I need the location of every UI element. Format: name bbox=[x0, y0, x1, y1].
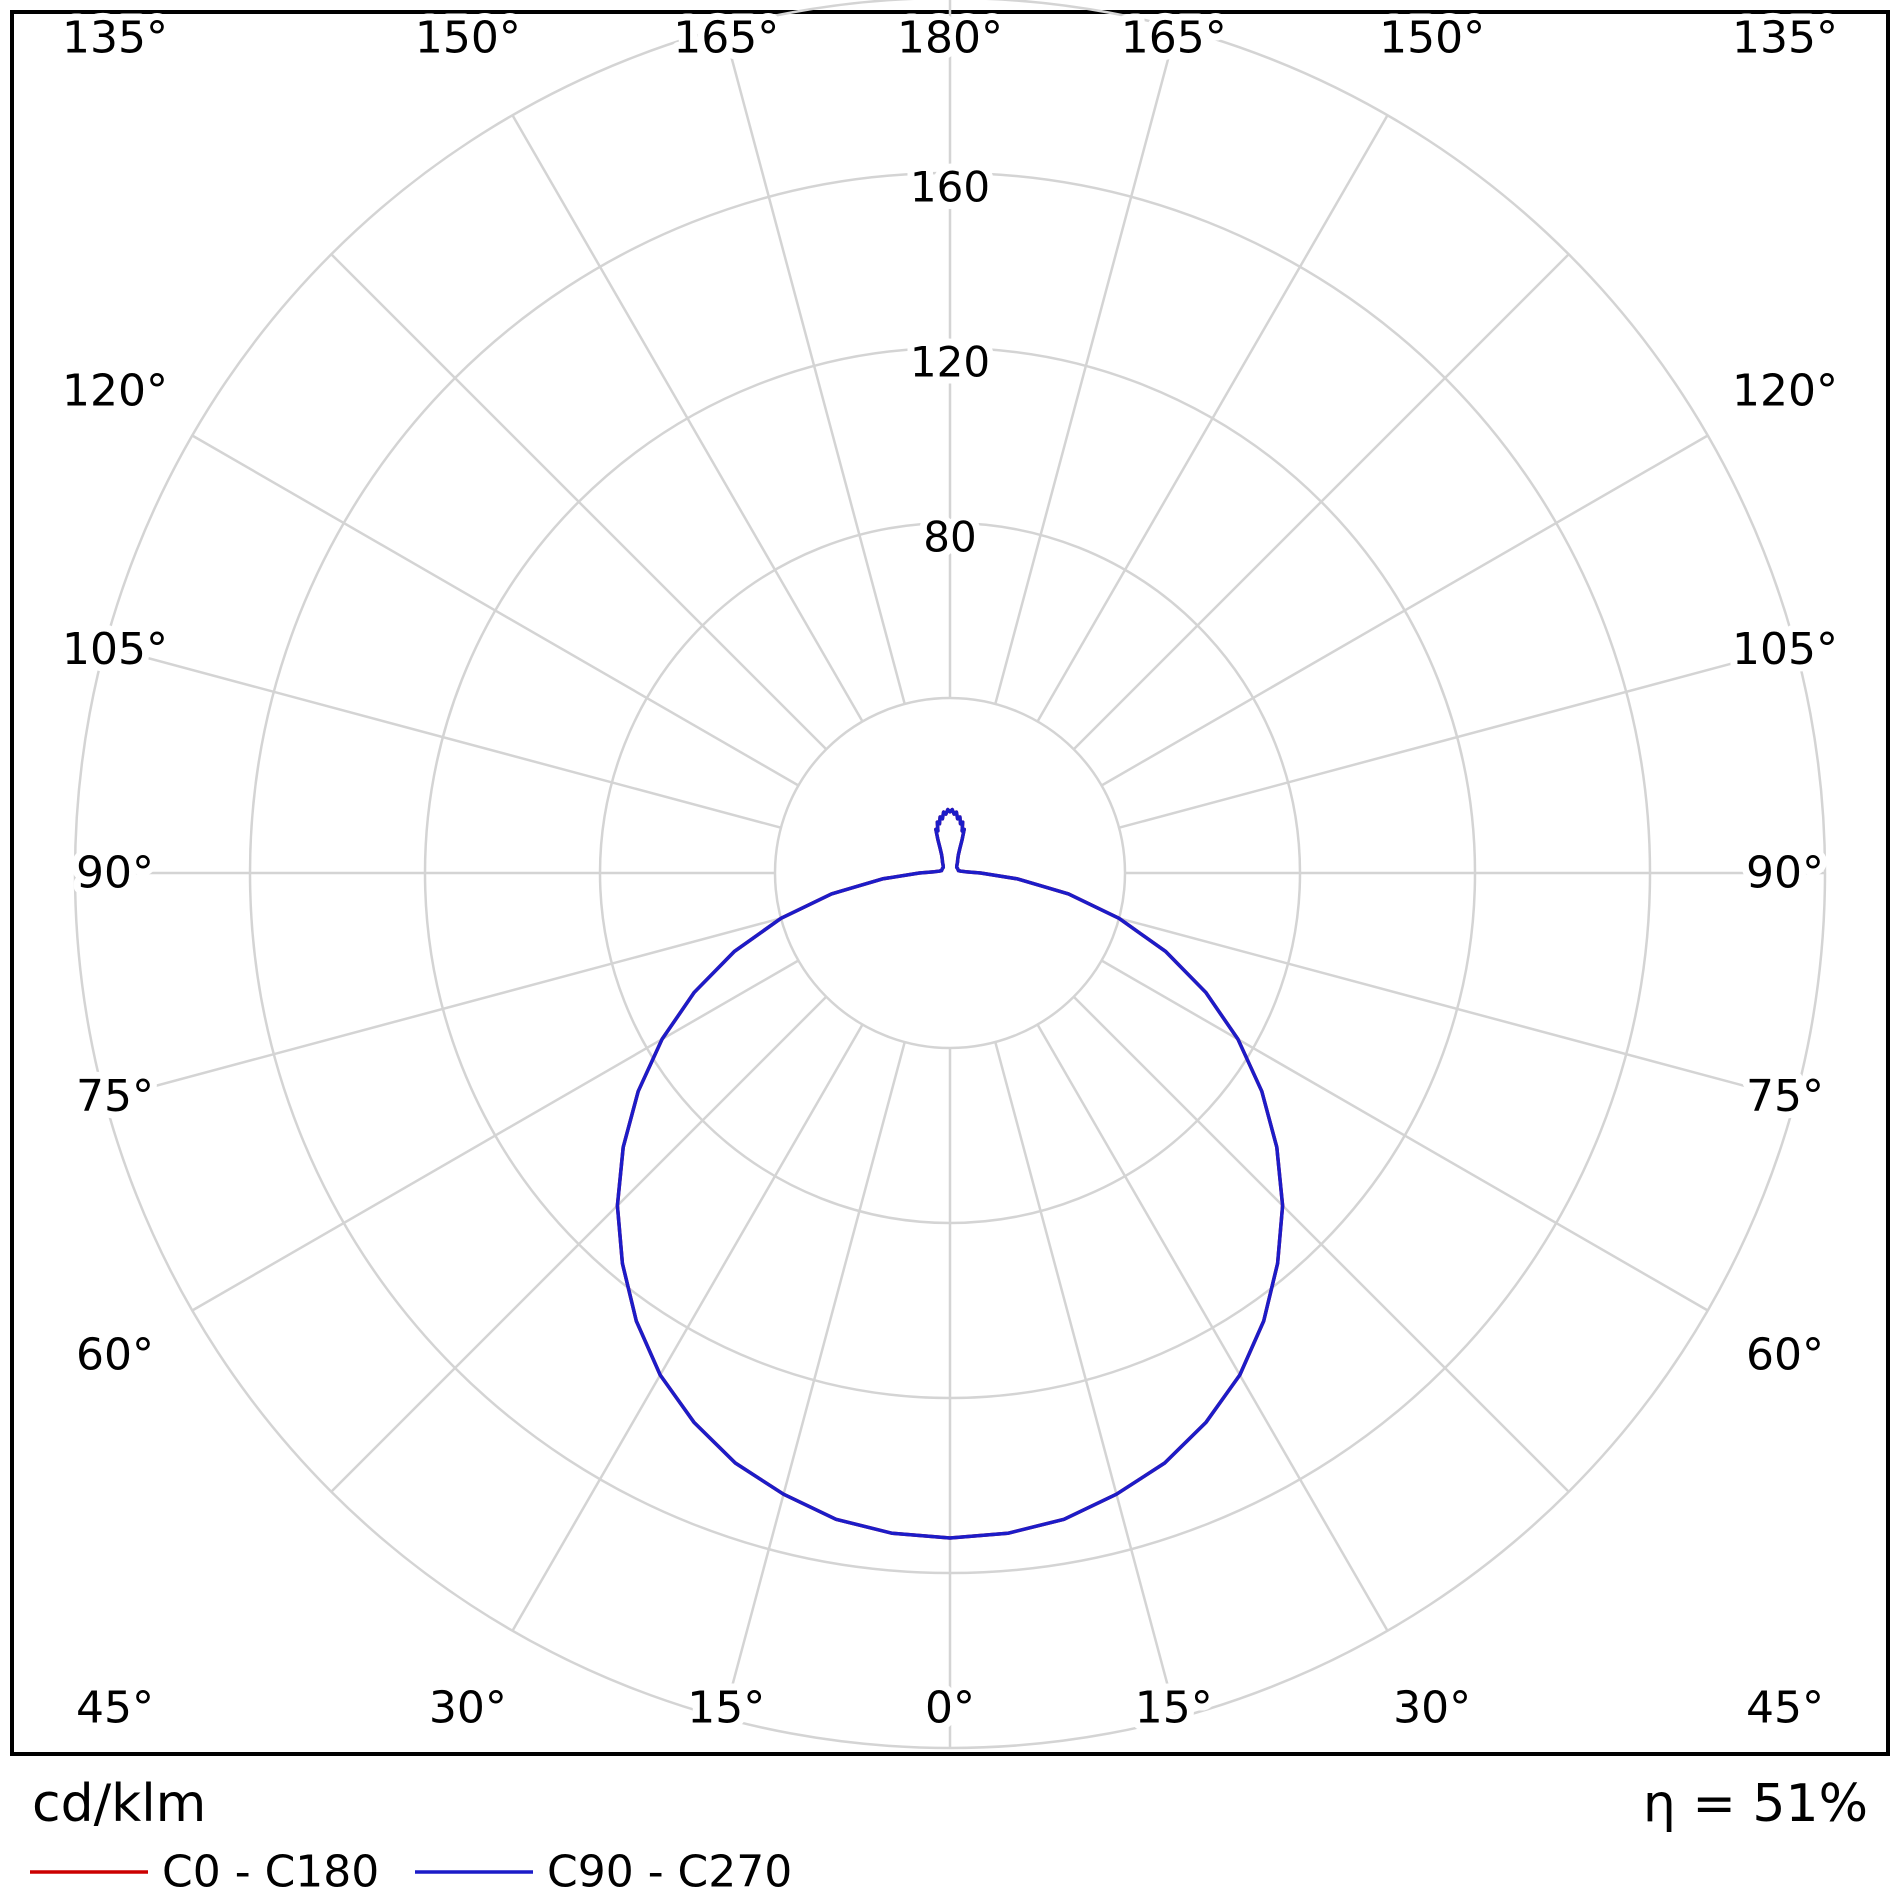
legend-label-c0-c180: C0 - C180 bbox=[162, 1847, 379, 1898]
legend-item-c90-c270: C90 - C270 bbox=[415, 1847, 792, 1898]
grid-ray bbox=[994, 27, 1178, 705]
angular-tick-label: 105° bbox=[1732, 624, 1838, 675]
grid-ray bbox=[1100, 959, 1709, 1312]
grid-ray bbox=[1118, 917, 1796, 1101]
angular-tick-label: 105° bbox=[62, 624, 168, 675]
angular-tick-label: 0° bbox=[925, 1683, 975, 1734]
grid-ray bbox=[104, 645, 782, 829]
angular-tick-label: 180° bbox=[897, 13, 1003, 64]
angular-tick-label: 120° bbox=[1732, 365, 1838, 416]
angular-tick-label: 45° bbox=[1746, 1683, 1824, 1734]
curve-c90-c270 bbox=[615, 807, 1285, 1540]
angular-tick-label: 120° bbox=[62, 365, 168, 416]
grid-ray bbox=[330, 995, 828, 1493]
angular-tick-label: 60° bbox=[76, 1330, 154, 1381]
grid-ray bbox=[722, 1041, 906, 1719]
angular-tick-label: 90° bbox=[1746, 848, 1824, 899]
radial-tick-label: 80 bbox=[923, 513, 976, 562]
angular-tick-label: 135° bbox=[1732, 13, 1838, 64]
angular-tick-label: 75° bbox=[1746, 1071, 1824, 1122]
angular-tick-label: 15° bbox=[687, 1683, 765, 1734]
angular-tick-label: 75° bbox=[76, 1071, 154, 1122]
legend-label-c90-c270: C90 - C270 bbox=[547, 1847, 792, 1898]
angular-tick-label: 165° bbox=[673, 13, 779, 64]
legend: C0 - C180 C90 - C270 bbox=[30, 1847, 792, 1898]
grid-ray bbox=[330, 253, 828, 751]
radial-tick-label: 160 bbox=[910, 163, 990, 212]
grid-ray bbox=[191, 434, 800, 787]
angular-tick-label: 30° bbox=[429, 1683, 507, 1734]
angular-tick-label: 45° bbox=[76, 1683, 154, 1734]
angular-tick-label: 165° bbox=[1121, 13, 1227, 64]
angular-tick-label: 15° bbox=[1135, 1683, 1213, 1734]
grid-ray bbox=[1118, 645, 1796, 829]
grid-ray bbox=[1036, 1023, 1389, 1632]
radial-tick-label: 120 bbox=[910, 338, 990, 387]
angular-tick-label: 150° bbox=[415, 13, 521, 64]
polar-grid bbox=[74, 0, 1826, 1749]
angular-tick-label: 135° bbox=[62, 13, 168, 64]
angular-tick-label: 150° bbox=[1379, 13, 1485, 64]
grid-ray bbox=[1100, 434, 1709, 787]
grid-ray bbox=[1072, 995, 1570, 1493]
angular-tick-label: 90° bbox=[76, 848, 154, 899]
intensity-curves bbox=[615, 807, 1285, 1540]
grid-ray bbox=[511, 1023, 864, 1632]
efficiency-label: η = 51% bbox=[1643, 1774, 1868, 1834]
grid-ray bbox=[1072, 253, 1570, 751]
axis-labels: 80 120 160 0° 15° 15° 30° 30° 45° 45° 60° 60° 75° 75°… bbox=[55, 6, 1845, 1741]
grid-ray bbox=[1036, 114, 1389, 723]
angular-tick-label: 30° bbox=[1393, 1683, 1471, 1734]
grid-ray bbox=[511, 114, 864, 723]
grid-ray bbox=[191, 959, 800, 1312]
legend-item-c0-c180: C0 - C180 bbox=[30, 1847, 379, 1898]
grid-ray bbox=[994, 1041, 1178, 1719]
grid-ray bbox=[104, 917, 782, 1101]
unit-label: cd/klm bbox=[32, 1774, 206, 1834]
grid-ray bbox=[722, 27, 906, 705]
angular-tick-label: 60° bbox=[1746, 1330, 1824, 1381]
